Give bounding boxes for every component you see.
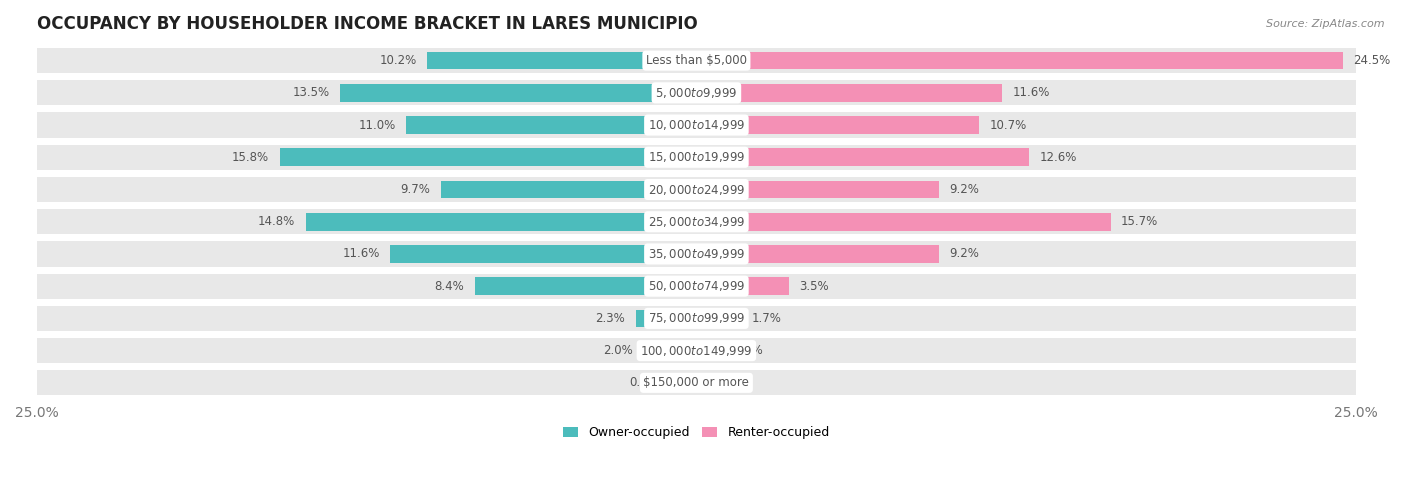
Text: 2.3%: 2.3% <box>595 312 626 325</box>
Text: 10.7%: 10.7% <box>990 119 1026 132</box>
Text: 2.0%: 2.0% <box>603 344 633 357</box>
Bar <box>644 342 696 360</box>
Bar <box>37 209 1355 234</box>
Text: $20,000 to $24,999: $20,000 to $24,999 <box>648 183 745 196</box>
Text: 0.75%: 0.75% <box>628 376 666 389</box>
Text: 13.5%: 13.5% <box>292 87 329 99</box>
Text: 1.7%: 1.7% <box>752 312 782 325</box>
Text: 11.6%: 11.6% <box>1012 87 1050 99</box>
Bar <box>307 213 696 230</box>
Text: 11.6%: 11.6% <box>343 247 380 260</box>
Bar <box>696 342 723 360</box>
Bar <box>37 112 1355 138</box>
Bar <box>696 181 939 198</box>
Legend: Owner-occupied, Renter-occupied: Owner-occupied, Renter-occupied <box>558 421 835 444</box>
Text: 10.2%: 10.2% <box>380 54 416 67</box>
Bar <box>696 116 979 134</box>
Bar <box>475 278 696 295</box>
Text: $15,000 to $19,999: $15,000 to $19,999 <box>648 150 745 164</box>
Text: 15.7%: 15.7% <box>1121 215 1159 228</box>
Bar <box>696 278 789 295</box>
Bar <box>440 181 696 198</box>
Text: 8.4%: 8.4% <box>434 279 464 293</box>
Bar <box>696 213 1111 230</box>
Text: 0.29%: 0.29% <box>714 376 752 389</box>
Text: $50,000 to $74,999: $50,000 to $74,999 <box>648 279 745 293</box>
Bar <box>427 52 696 69</box>
Text: 14.8%: 14.8% <box>259 215 295 228</box>
Text: $35,000 to $49,999: $35,000 to $49,999 <box>648 247 745 261</box>
Bar <box>696 148 1029 166</box>
Text: $75,000 to $99,999: $75,000 to $99,999 <box>648 312 745 326</box>
Bar <box>37 242 1355 266</box>
Bar <box>636 310 696 327</box>
Bar <box>37 48 1355 73</box>
Text: 12.6%: 12.6% <box>1039 151 1077 164</box>
Text: 15.8%: 15.8% <box>232 151 269 164</box>
Bar <box>340 84 696 102</box>
Text: $25,000 to $34,999: $25,000 to $34,999 <box>648 215 745 229</box>
Bar <box>696 245 939 263</box>
Bar <box>37 80 1355 105</box>
Text: 3.5%: 3.5% <box>799 279 830 293</box>
Text: $10,000 to $14,999: $10,000 to $14,999 <box>648 118 745 132</box>
Bar <box>696 52 1343 69</box>
Text: OCCUPANCY BY HOUSEHOLDER INCOME BRACKET IN LARES MUNICIPIO: OCCUPANCY BY HOUSEHOLDER INCOME BRACKET … <box>37 15 697 33</box>
Text: 9.2%: 9.2% <box>949 183 980 196</box>
Bar <box>37 274 1355 299</box>
Text: 1.0%: 1.0% <box>734 344 763 357</box>
Bar <box>37 306 1355 331</box>
Text: 11.0%: 11.0% <box>359 119 395 132</box>
Text: $150,000 or more: $150,000 or more <box>644 376 749 389</box>
Bar <box>37 338 1355 363</box>
Bar <box>696 84 1002 102</box>
Bar <box>37 370 1355 396</box>
Text: 9.2%: 9.2% <box>949 247 980 260</box>
Bar <box>280 148 696 166</box>
Bar <box>696 310 741 327</box>
Text: $100,000 to $149,999: $100,000 to $149,999 <box>640 344 752 358</box>
Bar <box>37 145 1355 170</box>
Bar <box>676 374 696 392</box>
Bar <box>406 116 696 134</box>
Text: $5,000 to $9,999: $5,000 to $9,999 <box>655 86 738 100</box>
Bar <box>696 374 704 392</box>
Text: 9.7%: 9.7% <box>401 183 430 196</box>
Bar <box>391 245 696 263</box>
Bar <box>37 177 1355 202</box>
Text: 24.5%: 24.5% <box>1354 54 1391 67</box>
Text: Less than $5,000: Less than $5,000 <box>645 54 747 67</box>
Text: Source: ZipAtlas.com: Source: ZipAtlas.com <box>1267 19 1385 30</box>
